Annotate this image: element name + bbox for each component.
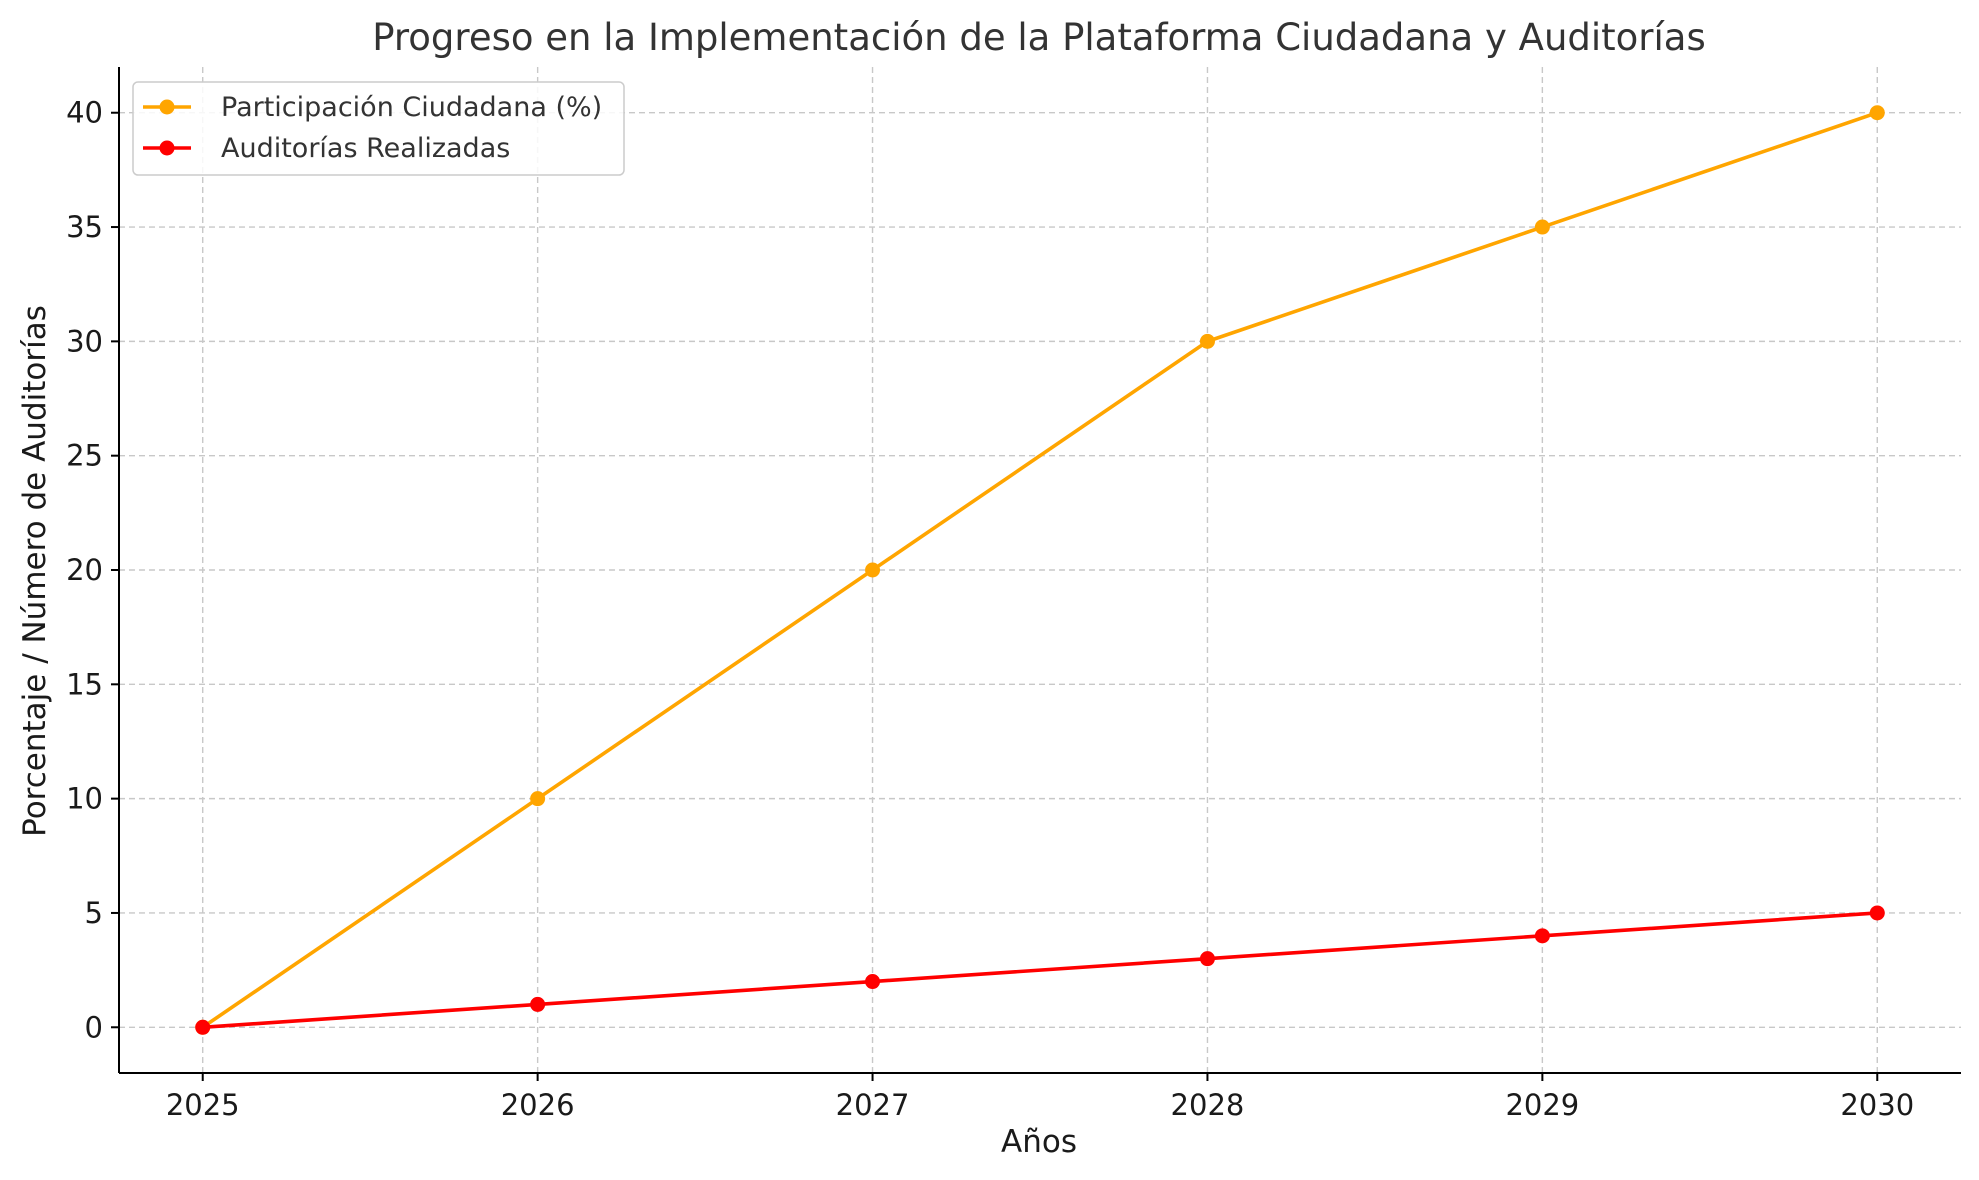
- x-tick-label: 2029: [1505, 1088, 1579, 1122]
- data-point: [1534, 219, 1550, 235]
- x-tick-label: 2025: [166, 1088, 240, 1122]
- series: [195, 105, 1885, 1035]
- legend-label: Auditorías Realizadas: [221, 133, 510, 164]
- y-tick-label: 20: [66, 553, 103, 587]
- y-tick-label: 15: [66, 667, 103, 701]
- legend: Participación Ciudadana (%) Auditorías Re…: [132, 81, 625, 176]
- y-tick-label: 30: [66, 324, 103, 358]
- legend-marker: [159, 140, 175, 156]
- y-tick-label: 5: [85, 896, 103, 930]
- data-point: [1869, 105, 1885, 121]
- data-point: [530, 791, 546, 807]
- data-point: [195, 1019, 211, 1035]
- y-axis-title: Porcentaje / Número de Auditorías: [17, 305, 53, 837]
- x-tick-label: 2028: [1171, 1088, 1245, 1122]
- x-tick-label: 2030: [1840, 1088, 1914, 1122]
- y-tick-label: 40: [66, 96, 103, 130]
- series-1: [195, 905, 1885, 1035]
- series-line: [202, 911, 1878, 1030]
- data-point: [865, 974, 881, 990]
- legend-box: [132, 81, 625, 176]
- x-tick-label: 2027: [836, 1088, 910, 1122]
- data-point: [1199, 333, 1215, 349]
- y-tick-label: 0: [85, 1010, 103, 1044]
- grid: [119, 67, 1961, 1073]
- x-tick-label: 2026: [501, 1088, 575, 1122]
- y-tick-label: 35: [66, 210, 103, 244]
- legend-label: Participación Ciudadana (%): [221, 92, 602, 123]
- data-point: [1199, 951, 1215, 967]
- y-tick-label: 10: [66, 782, 103, 816]
- y-tick-label: 25: [66, 439, 103, 473]
- series-line: [201, 111, 1878, 1029]
- x-axis-title: Años: [1001, 1124, 1077, 1160]
- chart-title: Progreso en la Implementación de la Plat…: [372, 16, 1706, 59]
- data-point: [1869, 905, 1885, 921]
- legend-marker: [159, 99, 175, 115]
- data-point: [865, 562, 881, 578]
- data-point: [1534, 928, 1550, 944]
- data-point: [530, 996, 546, 1012]
